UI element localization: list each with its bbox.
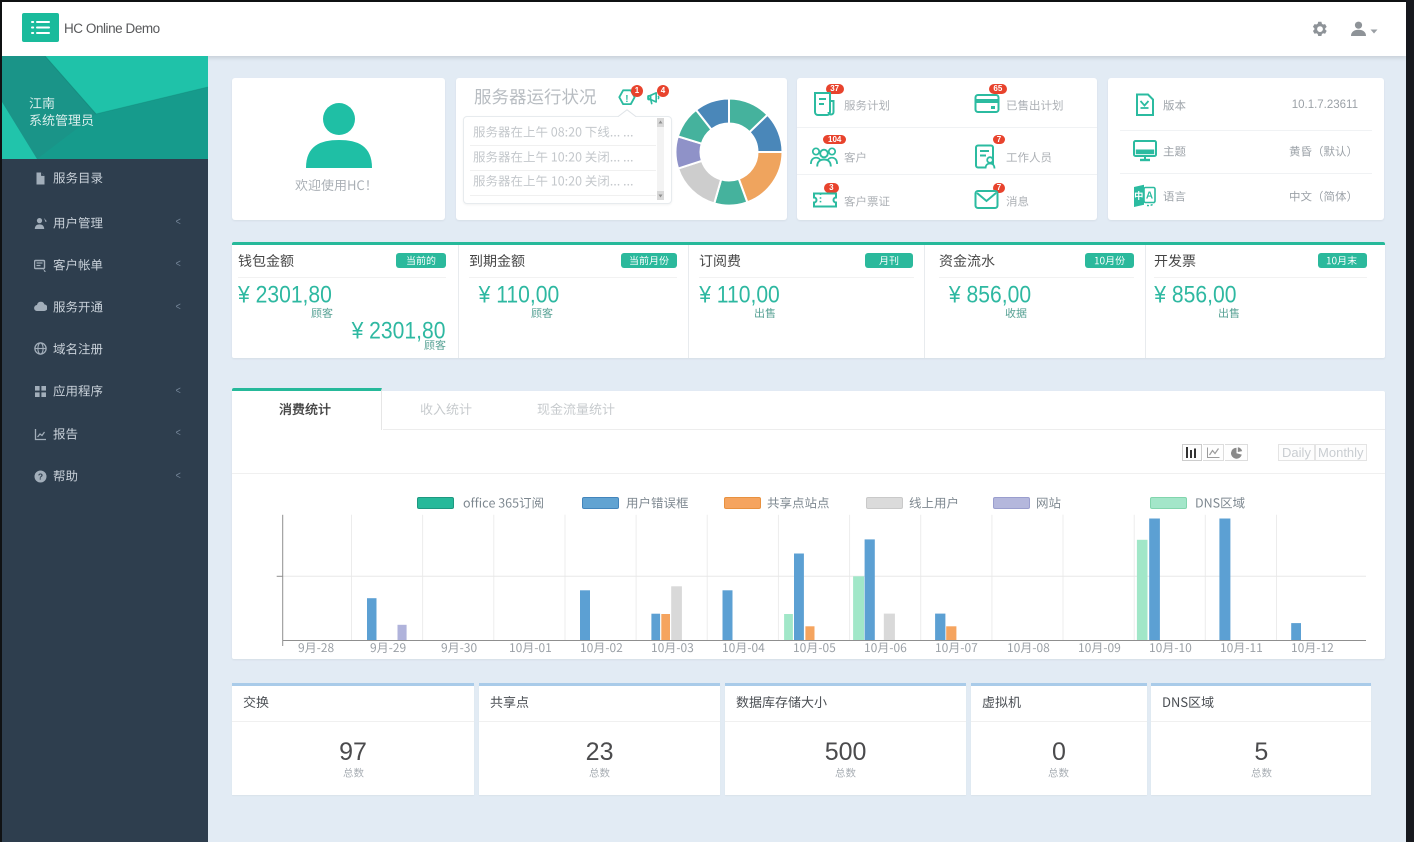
svg-text:¥ 2301,80: ¥ 2301,80 bbox=[351, 317, 446, 344]
svg-text:!: ! bbox=[625, 93, 628, 104]
svg-text:¥ 856,00: ¥ 856,00 bbox=[1153, 281, 1236, 308]
svg-text:A: A bbox=[1146, 190, 1153, 201]
svg-text:中: 中 bbox=[1134, 190, 1143, 201]
svg-text:¥ 110,00: ¥ 110,00 bbox=[698, 281, 780, 308]
svg-text:¥ 2301,80: ¥ 2301,80 bbox=[237, 281, 332, 308]
svg-text:?: ? bbox=[38, 471, 43, 481]
svg-text:¥ 110,00: ¥ 110,00 bbox=[478, 281, 560, 308]
svg-text:¥ 856,00: ¥ 856,00 bbox=[948, 281, 1031, 308]
